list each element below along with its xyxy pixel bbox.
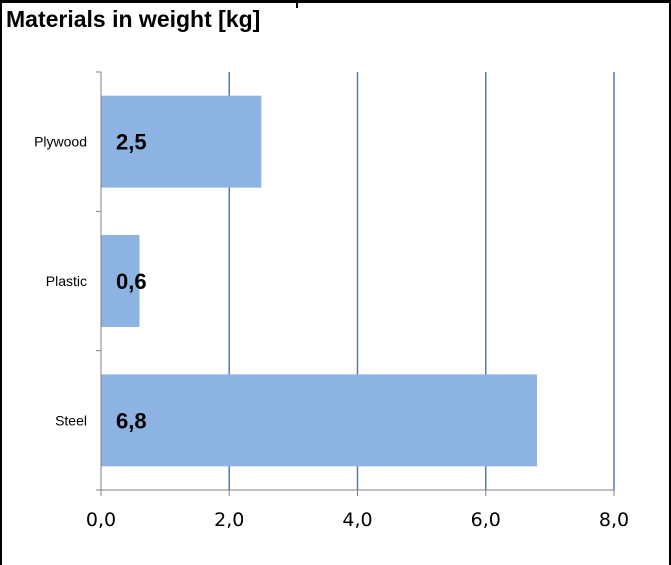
- bar-plywood: [101, 95, 262, 188]
- x-tick-label-3: 6,0: [471, 509, 501, 531]
- x-tick-label-2: 4,0: [342, 509, 372, 531]
- bars: [101, 95, 538, 467]
- category-label-steel: Steel: [55, 412, 87, 428]
- data-label-plastic: 0,6: [116, 269, 147, 294]
- chart-title: Materials in weight [kg]: [6, 6, 261, 32]
- x-tick-label-1: 2,0: [214, 509, 244, 531]
- bar-steel: [101, 374, 538, 467]
- labels: Plywood 2,5 Plastic 0,6 Steel 6,8 0,0 2,0 4,0 6,0…: [34, 130, 629, 531]
- x-tick-label-0: 0,0: [86, 509, 116, 531]
- frame-top-tick: [296, 0, 298, 8]
- bar-plastic: [101, 235, 140, 327]
- x-tick-label-4: 8,0: [599, 509, 629, 531]
- data-label-steel: 6,8: [116, 408, 147, 433]
- data-label-plywood: 2,5: [116, 130, 147, 155]
- frame-top-border: [0, 0, 671, 3]
- category-label-plywood: Plywood: [34, 134, 87, 150]
- axes: [96, 71, 615, 496]
- category-label-plastic: Plastic: [46, 273, 87, 289]
